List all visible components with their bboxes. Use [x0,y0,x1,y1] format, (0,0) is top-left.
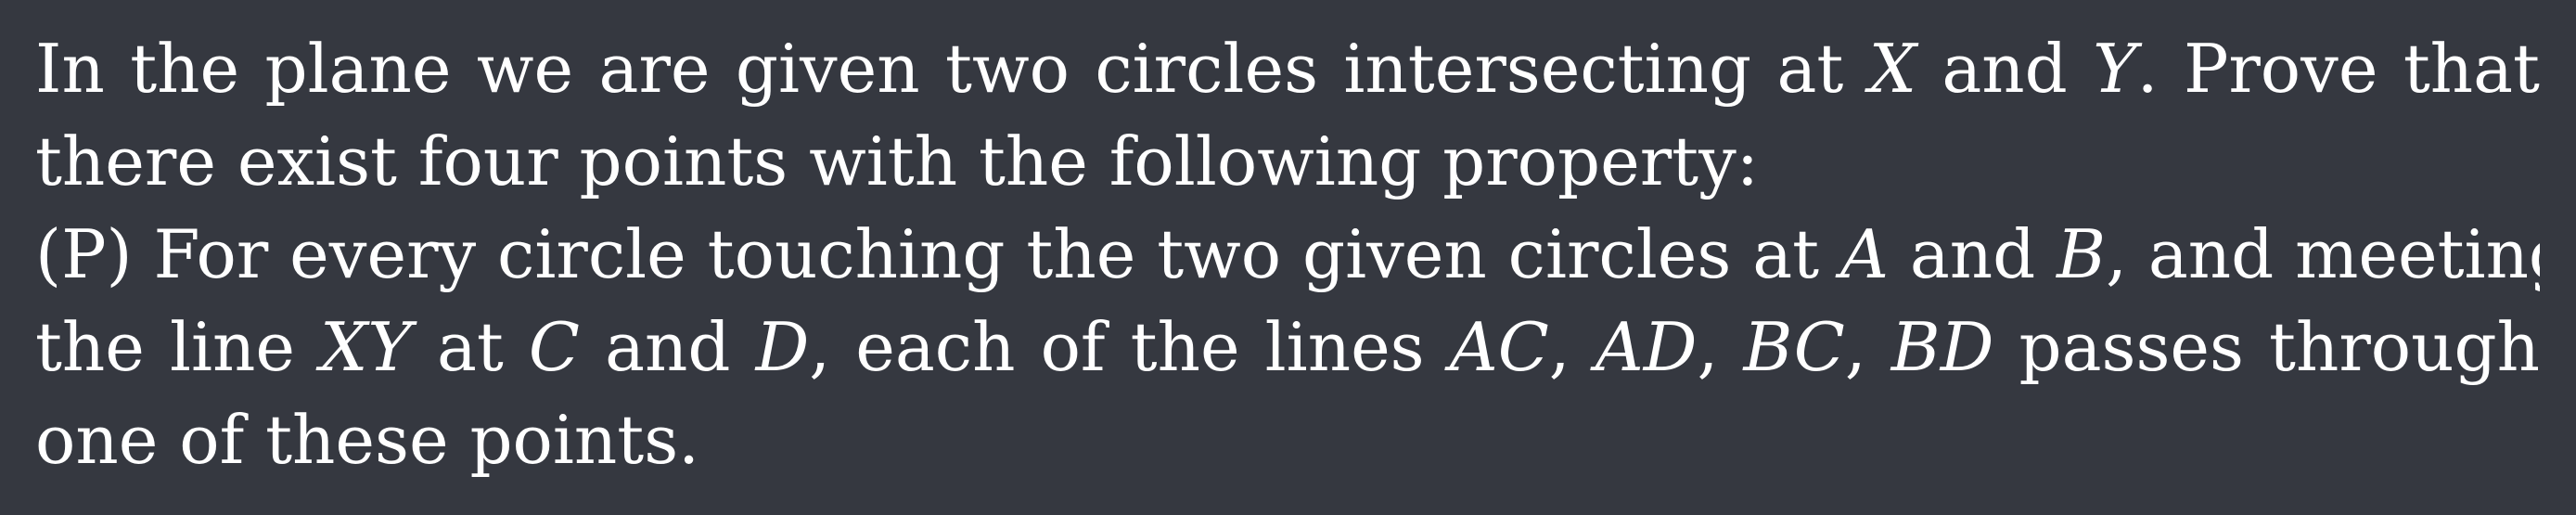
text-segment: and [1916,30,2094,108]
math-symbol-bd: BD [1890,308,1994,386]
math-symbol-b: B [2057,215,2107,293]
text-segment: , and meeting [2106,215,2540,293]
text-segment: , each of the lines [809,308,1450,386]
math-symbol-xy: XY [320,308,412,386]
text-segment: there exist four points with the followi… [35,122,1760,200]
text-segment: In the plane we are given two circles in… [35,30,1869,108]
text-segment: , [1697,308,1744,386]
problem-line-3: (P) For every circle touching the two gi… [35,208,2540,301]
text-segment: . Prove that [2136,30,2540,108]
text-segment: the line [35,308,321,386]
math-symbol-ac: AC [1449,308,1549,386]
math-symbol-a: A [1839,215,1889,293]
text-segment: and [580,308,756,386]
text-segment: , [1844,308,1891,386]
text-segment: and [1888,215,2057,293]
text-segment: at [411,308,529,386]
text-segment: passes through [1993,308,2540,386]
text-segment: (P) For every circle touching the two gi… [35,215,1840,293]
problem-line-2: there exist four points with the followi… [35,115,2540,208]
problem-line-1: In the plane we are given two circles in… [35,22,2540,115]
math-symbol-d: D [755,308,810,386]
math-symbol-x: X [1868,30,1916,108]
text-segment: , [1548,308,1596,386]
math-symbol-bc: BC [1743,308,1845,386]
math-symbol-c: C [528,308,581,386]
text-segment: one of these points. [35,401,700,479]
math-symbol-ad: AD [1595,308,1698,386]
problem-line-5: one of these points. [35,393,2540,486]
problem-line-4: the line XY at C and D, each of the line… [35,301,2540,393]
math-symbol-y: Y [2093,30,2137,108]
